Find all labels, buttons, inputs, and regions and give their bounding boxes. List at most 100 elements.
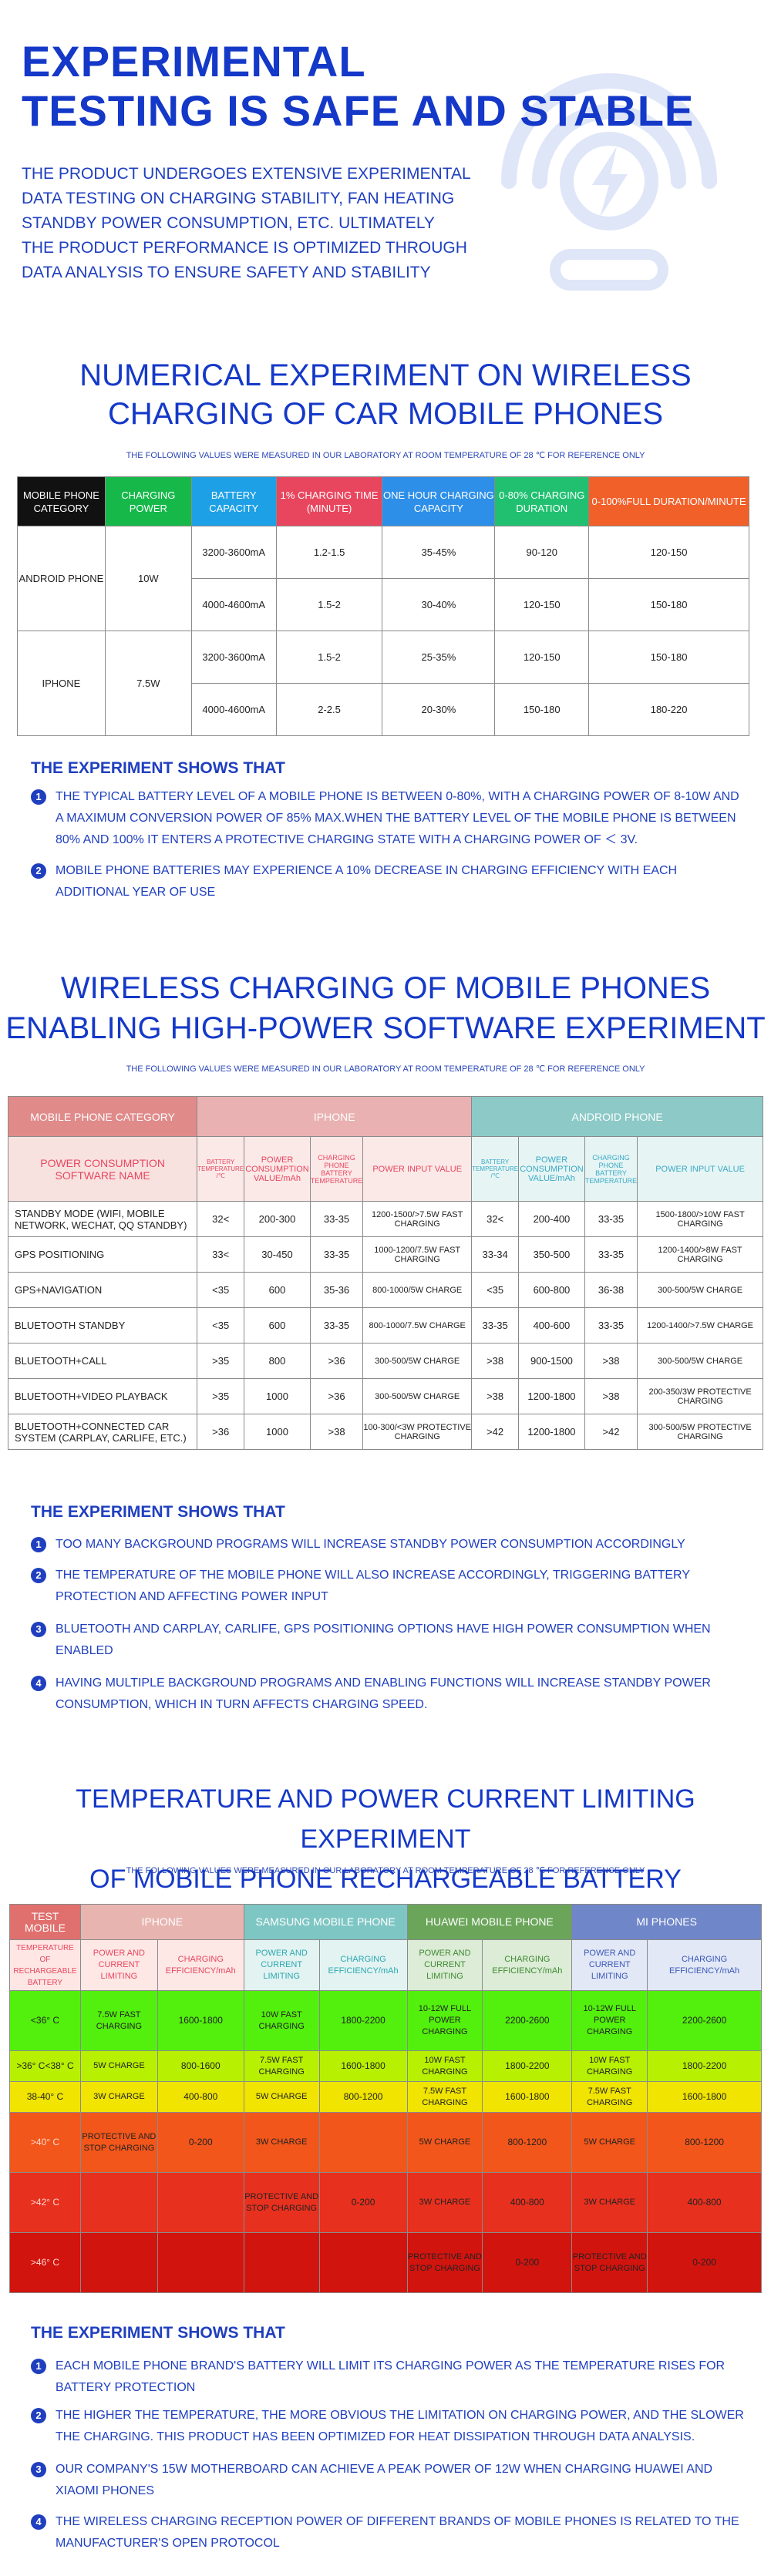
table-cell: 150-180 xyxy=(588,631,749,684)
table-cell: 800-1000/5W CHARGE xyxy=(362,1272,473,1308)
table-cell: >35 xyxy=(197,1378,245,1414)
table-cell: 1500-1800/>10W FAST CHARGING xyxy=(637,1201,763,1237)
sub-header: CHARGING EFFICIENCY/mAh xyxy=(647,1939,762,1991)
temperature-cell: <36° C xyxy=(9,1990,81,2051)
brand-header-iphone: IPHONE xyxy=(79,1904,244,1940)
number-1-icon: 1 xyxy=(31,2359,46,2374)
table-cell: 4000-4600mA xyxy=(190,578,277,631)
table-cell: PROTECTIVE AND STOP CHARGING xyxy=(79,2112,158,2173)
table-cell: 600-800 xyxy=(518,1272,585,1308)
table-cell: PROTECTIVE AND STOP CHARGING xyxy=(406,2232,483,2293)
brand-header-huawei: HUAWEI MOBILE PHONE xyxy=(406,1904,573,1940)
point-text: OUR COMPANY'S 15W MOTHERBOARD CAN ACHIEV… xyxy=(56,2463,713,2497)
header-capacity: BATTERY CAPACITY xyxy=(190,476,277,526)
table-cell: >38 xyxy=(471,1343,520,1379)
android-power: 10W xyxy=(104,526,192,631)
iphone-power: 7.5W xyxy=(104,631,192,736)
table-cell: 5W CHARGE xyxy=(79,2050,158,2082)
temperature-cell: 38-40° C xyxy=(9,2081,81,2113)
software-name-cell: STANDBY MODE (WIFI, MOBILE NETWORK, WECH… xyxy=(7,1201,198,1237)
table-cell: 35-45% xyxy=(382,526,496,579)
sub-header: CHARGING PHONE BATTERY TEMPERATURE xyxy=(584,1136,638,1202)
table-cell: 20-30% xyxy=(382,683,496,736)
table-cell: 36-38 xyxy=(584,1272,638,1308)
point-text: MOBILE PHONE BATTERIES MAY EXPERIENCE A … xyxy=(56,864,678,899)
table-cell: 10W FAST CHARGING xyxy=(243,1990,320,2051)
table-cell: 3W CHARGE xyxy=(406,2172,483,2233)
software-name-cell: GPS+NAVIGATION xyxy=(7,1272,198,1308)
section2-point: 2 THE TEMPERATURE OF THE MOBILE PHONE WI… xyxy=(31,1565,748,1608)
table-cell: 300-500/5W PROTECTIVE CHARGING xyxy=(637,1414,763,1450)
header-category: MOBILE PHONE CATEGORY xyxy=(17,476,106,526)
sub-header: POWER INPUT VALUE xyxy=(362,1136,473,1202)
sub-header: CHARGING EFFICIENCY/mAh xyxy=(318,1939,408,1991)
table-cell: 32< xyxy=(471,1201,520,1237)
table-cell: 30-450 xyxy=(244,1236,311,1273)
software-name-cell: BLUETOOTH+CALL xyxy=(7,1343,198,1379)
table-cell: 33-35 xyxy=(584,1236,638,1273)
table-cell: 2200-2600 xyxy=(482,1990,573,2051)
table-cell: 800-1600 xyxy=(157,2050,244,2082)
number-1-icon: 1 xyxy=(31,1537,46,1552)
sub-header: POWER AND CURRENT LIMITING xyxy=(79,1939,158,1991)
test-mobile-header: TEST MOBILE xyxy=(9,1904,81,1940)
table-row: >36° C<38° C 5W CHARGE 800-1600 7.5W FAST C… xyxy=(9,2050,762,2082)
hero-body-line: DATA ANALYSIS TO ENSURE SAFETY AND STABI… xyxy=(22,264,431,281)
table-row: 4000-4600mA 1.5-2 30-40% 120-150 150-180 xyxy=(18,578,749,631)
table-cell: >36 xyxy=(309,1343,364,1379)
section1-title-line: NUMERICAL EXPERIMENT ON WIRELESS xyxy=(79,358,692,392)
table-row: 38-40° C 3W CHARGE 400-800 5W CHARGE 800-120… xyxy=(9,2081,762,2113)
table-cell: 0-200 xyxy=(647,2232,762,2293)
table-cell: 3200-3600mA xyxy=(190,526,277,579)
sub-header: CHARGING PHONE BATTERY TEMPERATURE xyxy=(309,1136,364,1202)
section3-title-line: TEMPERATURE AND POWER CURRENT LIMITING E… xyxy=(76,1784,695,1854)
software-name-cell: GPS POSITIONING xyxy=(7,1236,198,1273)
section1-shows-title: THE EXPERIMENT SHOWS THAT xyxy=(31,759,285,777)
table-row: BLUETOOTH+VIDEO PLAYBACK >35 1000 >36 300-50… xyxy=(7,1378,763,1414)
table-cell: 7.5W FAST CHARGING xyxy=(571,2081,648,2113)
table-cell: 1800-2200 xyxy=(647,2050,762,2082)
header-80-duration: 0-80% CHARGING DURATION xyxy=(494,476,590,526)
sub-header: BATTERY TEMPERATURE /℃ xyxy=(197,1136,245,1202)
table-cell: >42 xyxy=(584,1414,638,1450)
hero-description: THE PRODUCT UNDERGOES EXTENSIVE EXPERIME… xyxy=(22,162,515,285)
section2-title-line: ENABLING HIGH-POWER SOFTWARE EXPERIMENT xyxy=(5,1011,766,1045)
point-text: TOO MANY BACKGROUND PROGRAMS WILL INCREA… xyxy=(56,1538,685,1551)
software-name-cell: BLUETOOTH+CONNECTED CAR SYSTEM (CARPLAY,… xyxy=(7,1414,198,1450)
table-cell: 200-300 xyxy=(244,1201,311,1237)
table-cell: PROTECTIVE AND STOP CHARGING xyxy=(243,2172,320,2233)
temperature-cell: >42° C xyxy=(9,2172,81,2233)
table-cell: 120-150 xyxy=(494,631,590,684)
table-cell: <35 xyxy=(197,1307,245,1343)
hero-section: EXPERIMENTAL TESTING IS SAFE AND STABLE … xyxy=(0,0,771,324)
table-cell: >36 xyxy=(309,1378,364,1414)
table-cell: 1800-2200 xyxy=(318,1990,408,2051)
table-cell: 7.5W FAST CHARGING xyxy=(79,1990,158,2051)
table-cell: 1.5-2 xyxy=(275,578,383,631)
table-row: GPS POSITIONING 33< 30-450 33-35 1000-1200/7… xyxy=(7,1236,763,1273)
table-cell: 0-200 xyxy=(482,2232,573,2293)
iphone-header: IPHONE xyxy=(197,1096,473,1137)
table-cell: 2200-2600 xyxy=(647,1990,762,2051)
iphone-label: IPHONE xyxy=(17,631,106,736)
section3-shows-title: THE EXPERIMENT SHOWS THAT xyxy=(31,2324,285,2342)
table-cell: 33-35 xyxy=(309,1201,364,1237)
number-4-icon: 4 xyxy=(31,1676,46,1691)
header-one-percent-time: 1% CHARGING TIME (MINUTE) xyxy=(275,476,383,526)
table-cell: 300-500/5W CHARGE xyxy=(637,1343,763,1379)
point-text: BLUETOOTH AND CARPLAY, CARLIFE, GPS POSI… xyxy=(56,1623,711,1657)
table-cell: 3W CHARGE xyxy=(79,2081,158,2113)
category-header: MOBILE PHONE CATEGORY xyxy=(7,1096,198,1137)
table-row: STANDBY MODE (WIFI, MOBILE NETWORK, WECH… xyxy=(7,1201,763,1237)
table-row: <36° C 7.5W FAST CHARGING 1600-1800 10W FAS… xyxy=(9,1990,762,2051)
section2-title-line: WIRELESS CHARGING OF MOBILE PHONES xyxy=(60,971,711,1005)
point-text: THE TYPICAL BATTERY LEVEL OF A MOBILE PH… xyxy=(56,790,739,846)
table-cell: 1000 xyxy=(244,1378,311,1414)
table-cell: 10-12W FULL POWER CHARGING xyxy=(571,1990,648,2051)
table-cell: <35 xyxy=(471,1272,520,1308)
table-cell: 25-35% xyxy=(382,631,496,684)
section1-point: 2 MOBILE PHONE BATTERIES MAY EXPERIENCE … xyxy=(31,860,748,903)
hero-body-line: STANDBY POWER CONSUMPTION, ETC. ULTIMATE… xyxy=(22,214,435,232)
sub-header: POWER AND CURRENT LIMITING xyxy=(406,1939,483,1991)
table-cell: 800 xyxy=(244,1343,311,1379)
